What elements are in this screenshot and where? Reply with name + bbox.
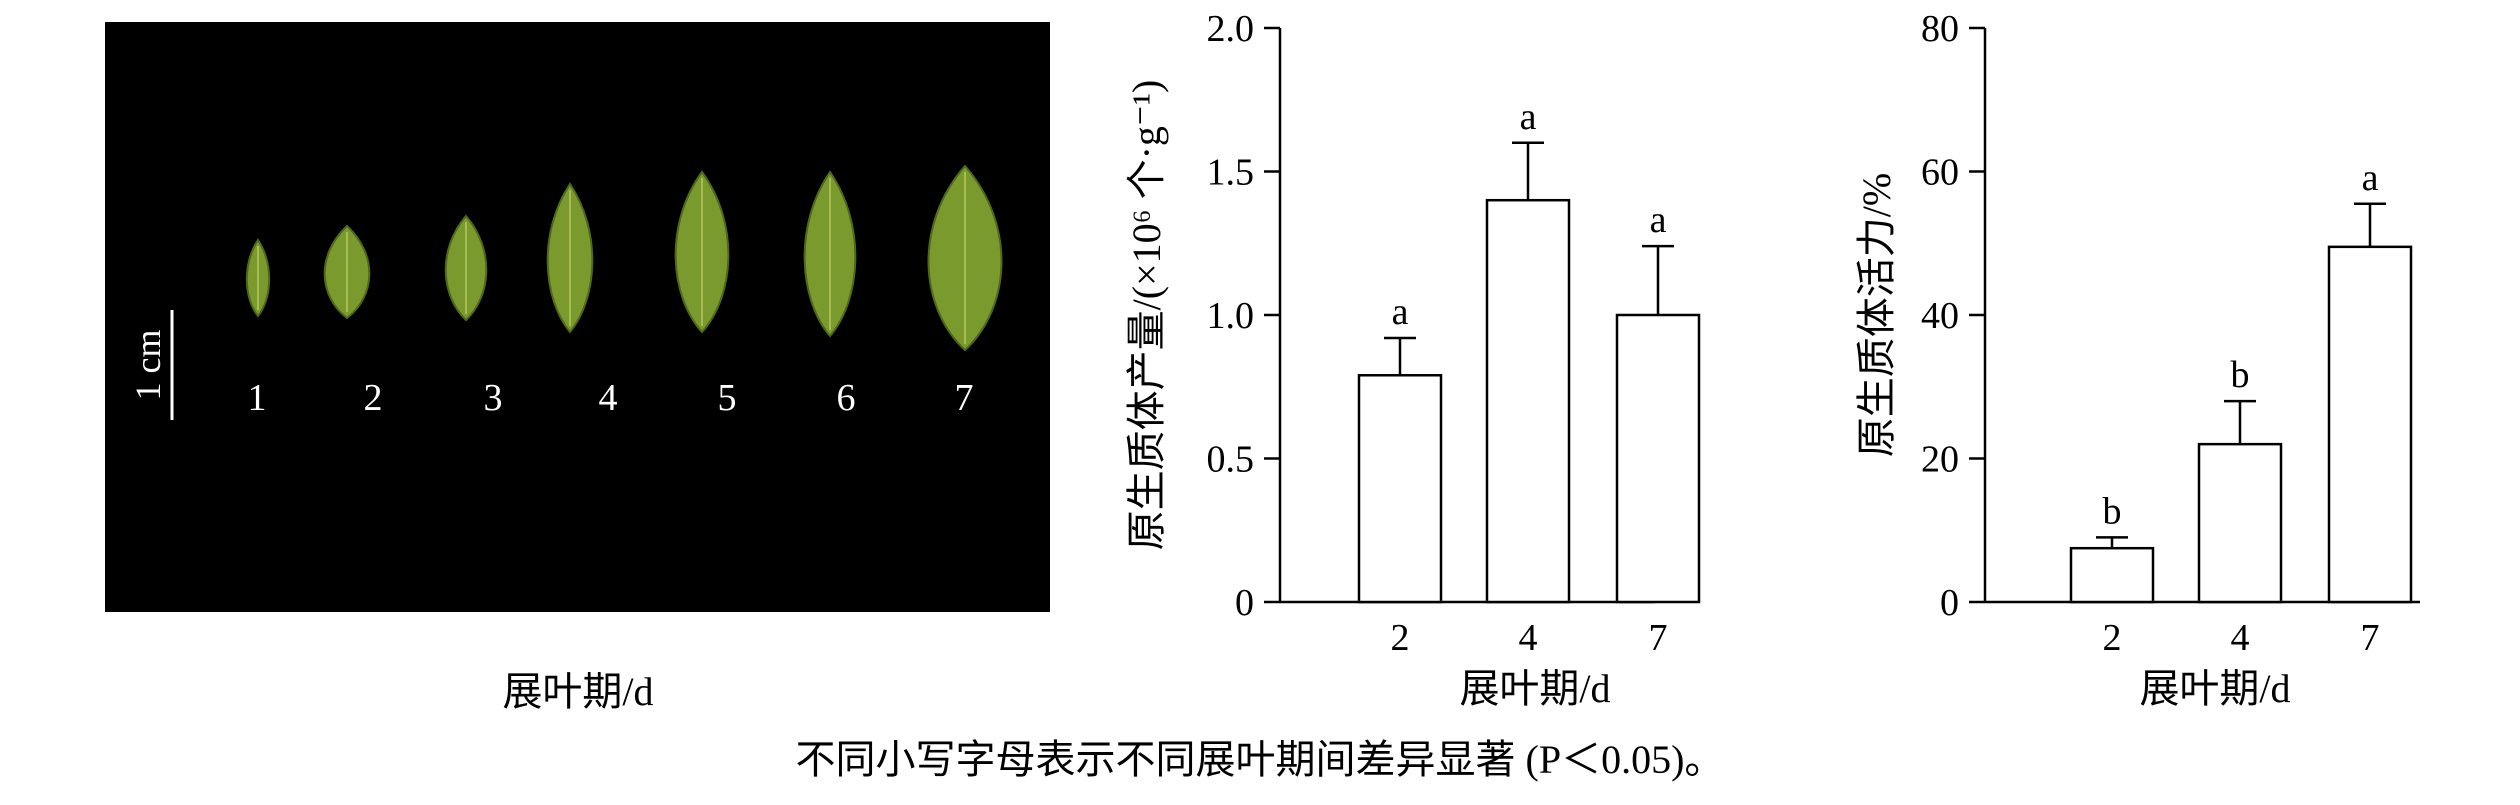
significance-letter: a <box>1392 291 1409 333</box>
y-axis-label: 原生质体活力/% <box>1854 173 1899 457</box>
bar-2 <box>1357 374 1443 604</box>
y-tick-label: 20 <box>1921 439 1959 481</box>
significance-letter: b <box>2231 354 2250 396</box>
y-tick-label: 0 <box>1235 582 1254 624</box>
x-axis-label: 展叶期/d <box>2139 666 2290 711</box>
figure-caption: 不同小写字母表示不同展叶期间差异显著 (P＜0.05)。 <box>795 737 1725 782</box>
x-axis-label: 展叶期/d <box>1459 666 1610 711</box>
x-tick-label: 2 <box>1391 617 1410 659</box>
leaf-group <box>245 164 1003 352</box>
leaf-photo-panel: 1 cm 1 2 3 4 5 6 7 展叶期/d <box>105 22 1050 714</box>
leaf-label: 2 <box>364 377 383 419</box>
leaf-label: 7 <box>955 377 974 419</box>
y-axis-label: 原生质体产量/(×10⁶ 个·g⁻¹) <box>1124 80 1169 551</box>
x-tick-label: 4 <box>1519 617 1538 659</box>
bar-4 <box>2197 442 2283 604</box>
y-tick-label: 1.0 <box>1207 295 1255 337</box>
y-tick-label: 1.5 <box>1207 152 1255 194</box>
leaf-label: 4 <box>599 377 618 419</box>
bar-2 <box>2069 546 2155 604</box>
significance-letter: a <box>2362 157 2379 199</box>
x-tick-label: 7 <box>1649 617 1668 659</box>
significance-letter: b <box>2103 490 2122 532</box>
y-tick-label: 40 <box>1921 295 1959 337</box>
leaf-label: 3 <box>484 377 503 419</box>
x-tick-label: 4 <box>2231 617 2250 659</box>
leaf-label: 5 <box>718 377 737 419</box>
leaf-label: 6 <box>837 377 856 419</box>
y-tick-label: 0.5 <box>1207 439 1255 481</box>
y-tick-label: 0 <box>1940 582 1959 624</box>
leaf-label: 1 <box>248 377 267 419</box>
bar-7 <box>1615 313 1701 604</box>
bar-4 <box>1485 198 1571 604</box>
y-tick-label: 2.0 <box>1207 8 1255 50</box>
y-tick-label: 80 <box>1921 8 1959 50</box>
scale-bar-label: 1 cm <box>128 330 168 401</box>
leaf-labels: 1 2 3 4 5 6 7 <box>248 377 974 419</box>
significance-letter: a <box>1520 96 1537 138</box>
protoplast-yield-chart: 0 0.5 1.0 1.5 2.0 a 2 a 4 a 7 展叶期/d 原生质体产量/(×10⁶ 个·g… <box>1124 8 1701 711</box>
x-tick-label: 7 <box>2361 617 2380 659</box>
x-tick-label: 2 <box>2103 617 2122 659</box>
bar-7 <box>2327 245 2413 604</box>
photo-xlabel: 展叶期/d <box>502 669 653 714</box>
protoplast-viability-chart: 0 20 40 60 80 b 2 b 4 a 7 展叶期/d 原生质体活力/% <box>1854 8 2420 711</box>
y-tick-label: 60 <box>1921 152 1959 194</box>
significance-letter: a <box>1650 199 1667 241</box>
